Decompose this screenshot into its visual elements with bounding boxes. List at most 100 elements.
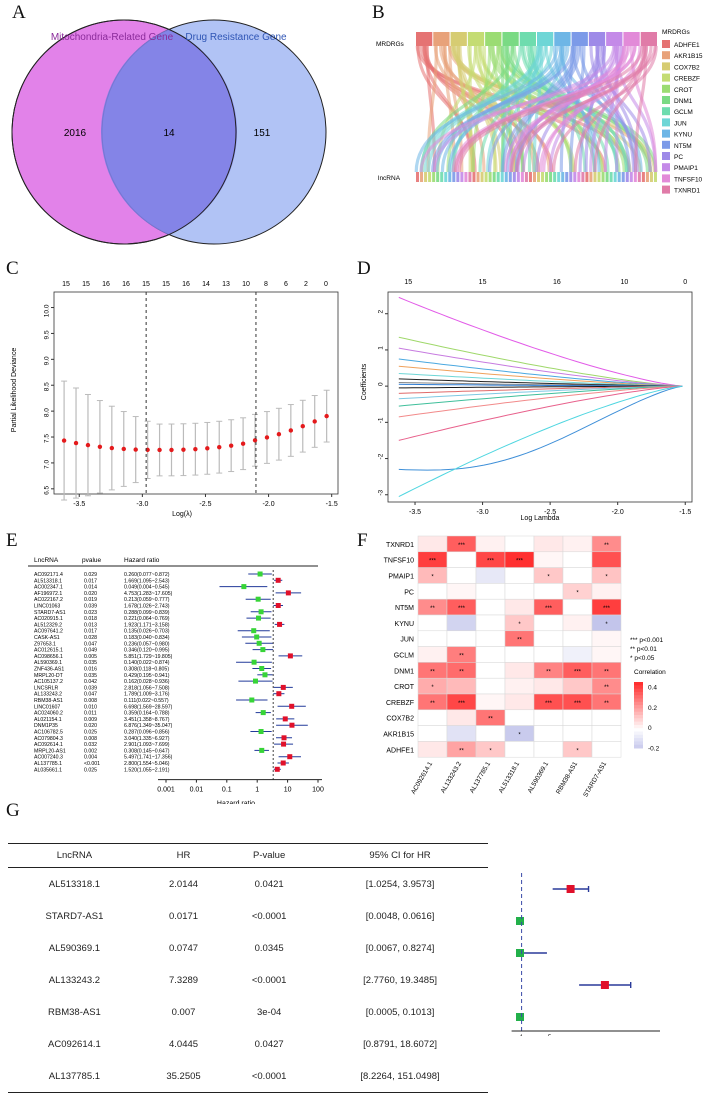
forest-row-name: CASK-AS1 [34, 635, 60, 641]
coef-xtick-label: -1.5 [679, 509, 691, 516]
heatmap-scale-segment [634, 728, 643, 732]
forest-row-hr: 0.135(0.026~0.703) [124, 629, 170, 635]
sankey-lncrna-node [424, 172, 427, 182]
heatmap-cell [592, 741, 621, 757]
forest-row-name: AC022167.2 [34, 597, 63, 603]
forest-row-pvalue: 0.023 [84, 610, 97, 616]
heatmap-cell-stars: *** [574, 701, 582, 707]
forest-row-name: AC098656.1 [34, 654, 63, 660]
cv-top-tick-label: 8 [264, 281, 268, 288]
sankey-lncrna-node [452, 172, 455, 182]
sankey-lncrna-node [436, 172, 439, 182]
heatmap-cell-stars: ** [604, 685, 609, 691]
forest-row-hr: 0.221(0.064~0.769) [124, 616, 170, 622]
heatmap-cell [447, 552, 476, 568]
row-lncrna: STARD7-AS1 [8, 900, 141, 932]
g-hr-box [516, 917, 524, 925]
forest-hr-box [259, 609, 264, 614]
heatmap-row-label: KYNU [395, 621, 414, 628]
forest-row-pvalue: 0.035 [84, 660, 97, 666]
forest-row-hr: 5.851(1.729~19.805) [124, 654, 173, 660]
heatmap-cell [505, 662, 534, 678]
cv-point [86, 443, 90, 447]
cv-xlabel: Log(λ) [172, 511, 192, 518]
coef-ylabel: Coefficients [361, 363, 368, 400]
header-lncrna: LncRNA [8, 844, 141, 868]
sankey-lncrna-node [432, 172, 435, 182]
forest-row-name: AL035661.1 [34, 767, 62, 773]
heatmap-cell [592, 631, 621, 647]
cv-top-tick-label: 2 [304, 281, 308, 288]
heatmap-col-label: AL590369.1 [527, 760, 551, 794]
sankey-legend-jun: JUN [674, 120, 687, 127]
venn-count-only-mito: 2016 [64, 128, 87, 139]
cv-point [110, 446, 114, 450]
forest-hr-box [283, 716, 288, 721]
heatmap-row-label: PMAIP1 [388, 574, 414, 581]
heatmap-cell [447, 726, 476, 742]
heatmap-row-label: DNM1 [394, 668, 414, 675]
sankey-lncrna-node [602, 172, 605, 182]
cv-point [98, 445, 102, 449]
heatmap-cell [592, 583, 621, 599]
heatmap-scale-segment [634, 745, 643, 749]
heatmap-scale-segment [634, 708, 643, 712]
heatmap-cell [476, 568, 505, 584]
sankey-lncrna-node [460, 172, 463, 182]
forest-hr-box [259, 748, 264, 753]
heatmap-cell [418, 710, 447, 726]
heatmap-scale-label: 0 [648, 725, 652, 732]
forest-row-name: AC012615.1 [34, 648, 63, 654]
cv-point [193, 447, 197, 451]
heatmap-cell-stars: *** [458, 701, 466, 707]
forest-hr-box [282, 735, 287, 740]
cv-ytick-label: 9.0 [44, 356, 51, 365]
cv-point [289, 428, 293, 432]
sankey-lncrna-node [525, 172, 528, 182]
forest-row-pvalue: 0.002 [84, 748, 97, 754]
sankey-lncrna-node [638, 172, 641, 182]
heatmap-cell [476, 631, 505, 647]
forest-row-hr: 0.346(0.120~0.995) [124, 648, 170, 654]
cv-top-tick-label: 10 [242, 281, 250, 288]
heatmap-row-label: TXNRD1 [386, 542, 414, 549]
heatmap-cell-stars: ** [604, 543, 609, 549]
forest-row-pvalue: 0.011 [84, 711, 97, 717]
sankey-lncrna-node [634, 172, 637, 182]
sankey-legend-pc: PC [674, 154, 683, 161]
cv-point [229, 443, 233, 447]
sankey-lncrna-node [477, 172, 480, 182]
cv-point [62, 438, 66, 442]
heatmap-row-label: GCLM [394, 653, 414, 660]
forest-row-name: LNCSRLR [34, 685, 58, 691]
sankey-lncrna-node [440, 172, 443, 182]
heatmap-cell-stars: *** [458, 543, 466, 549]
sankey-lncrna-node [505, 172, 508, 182]
forest-hr-box [277, 622, 282, 627]
heatmap-col-label: AL133243.2 [440, 760, 464, 794]
cv-point [301, 424, 305, 428]
heatmap-scale-segment [634, 682, 643, 686]
forest-row-name: AL137785.1 [34, 761, 62, 767]
heatmap-scale-segment [634, 735, 643, 739]
cv-ytick-label: 10.0 [44, 304, 51, 317]
forest-row-pvalue: 0.020 [84, 723, 97, 729]
cv-top-tick-label: 16 [182, 281, 190, 288]
heatmap-cell [563, 678, 592, 694]
forest-row-pvalue: 0.008 [84, 736, 97, 742]
heatmap-cell [534, 615, 563, 631]
heatmap-cell-stars: ** [517, 638, 522, 644]
cv-point [134, 447, 138, 451]
forest-row-hr: 0.162(0.028~0.936) [124, 679, 170, 685]
coef-top-tick-label: 0 [683, 279, 687, 286]
forest-row-hr: 2.818(1.056~7.508) [124, 685, 170, 691]
forest-row-name: MRPL20-AS1 [34, 748, 66, 754]
row-lncrna: AL590369.1 [8, 932, 141, 964]
cv-ytick-label: 8.5 [44, 382, 51, 391]
heatmap-cell [505, 647, 534, 663]
row-hr: 7.3289 [141, 964, 226, 996]
heatmap-cell [563, 647, 592, 663]
cv-top-tick-label: 14 [202, 281, 210, 288]
